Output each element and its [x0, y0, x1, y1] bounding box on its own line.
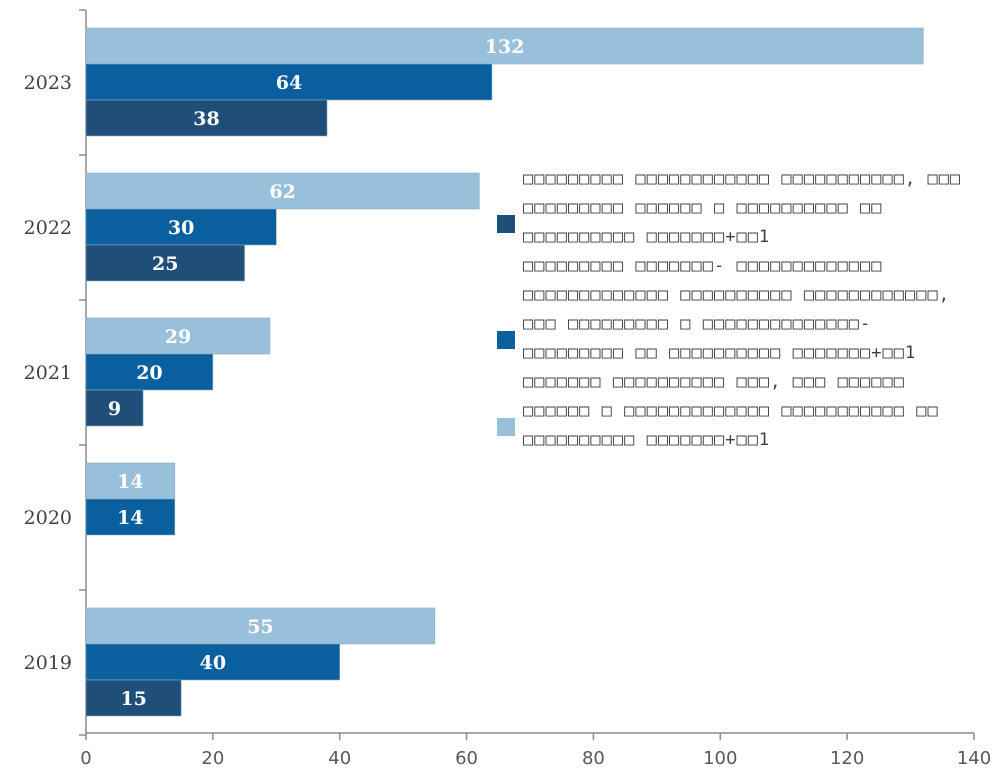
x-tick-label: 120 [830, 748, 864, 769]
y-tick-label: 2023 [24, 72, 72, 94]
data-label-2023-series-2: 64 [276, 72, 302, 94]
bar-2020-series-2 [85, 498, 176, 536]
legend-label-series-1: □□□□□□□□□ □□□□□□□□□□□□ □□□□□□□□□□□, □□□ … [523, 169, 973, 247]
legend-label-series-2: □□□□□□□□□ □□□□□□□- □□□□□□□□□□□□□ □□□□□□□… [523, 256, 962, 363]
data-label-2021-series-2: 20 [136, 362, 162, 384]
legend-swatch-series-3 [497, 418, 515, 436]
bar-2023-series-1 [85, 99, 328, 137]
data-label-2021-series-1: 9 [108, 398, 121, 420]
legend-label-series-3: □□□□□□□ □□□□□□□□□□ □□□, □□□ □□□□□□ □□□□□… [523, 372, 950, 450]
data-label-2023-series-3: 132 [485, 36, 525, 58]
bar-2023-series-3 [85, 27, 924, 65]
data-label-2022-series-1: 25 [152, 253, 178, 275]
y-tick-label: 2019 [24, 652, 72, 674]
legend-item-series-3: □□□□□□□ □□□□□□□□□□ □□□, □□□ □□□□□□ □□□□□… [497, 368, 977, 455]
x-tick-label: 20 [201, 748, 224, 769]
x-tick-label: 60 [455, 748, 478, 769]
bar-2022-series-2 [85, 208, 277, 246]
x-tick-label: 40 [328, 748, 351, 769]
bar-2019-series-3 [85, 607, 436, 645]
axes: 0 20 40 60 80 100 120 140 2023 2022 2021 2020 2019 [24, 9, 991, 769]
y-tick-label: 2022 [24, 217, 72, 239]
bar-2019-series-1 [85, 679, 182, 717]
data-label-2023-series-1: 38 [193, 108, 219, 130]
bar-2022-series-1 [85, 244, 245, 282]
bar-2021-series-1 [85, 389, 144, 427]
bars [85, 27, 924, 717]
x-tick-label: 100 [703, 748, 737, 769]
bar-2022-series-3 [85, 172, 480, 210]
y-tick-label: 2021 [24, 362, 72, 384]
x-tick-label: 0 [80, 748, 91, 769]
data-label-2019-series-2: 40 [200, 652, 226, 674]
data-label-2022-series-2: 30 [168, 217, 194, 239]
x-tick-label: 140 [957, 748, 991, 769]
data-label-2020-series-3: 14 [117, 471, 143, 493]
legend-swatch-series-1 [497, 215, 515, 233]
bar-2019-series-2 [85, 643, 341, 681]
data-label-2022-series-3: 62 [269, 181, 295, 203]
legend-item-series-2: □□□□□□□□□ □□□□□□□- □□□□□□□□□□□□□ □□□□□□□… [497, 252, 977, 368]
legend-swatch-series-2 [497, 331, 515, 349]
bar-2021-series-2 [85, 353, 214, 391]
data-label-2021-series-3: 29 [165, 326, 191, 348]
data-label-2020-series-2: 14 [117, 507, 143, 529]
y-tick-label: 2020 [24, 507, 72, 529]
x-tick-label: 80 [582, 748, 605, 769]
bar-2020-series-3 [85, 462, 176, 500]
bar-2021-series-3 [85, 317, 271, 355]
chart-legend: □□□□□□□□□ □□□□□□□□□□□□ □□□□□□□□□□□, □□□ … [497, 165, 977, 455]
data-label-2019-series-1: 15 [120, 688, 146, 710]
data-label-2019-series-3: 55 [247, 616, 273, 638]
legend-item-series-1: □□□□□□□□□ □□□□□□□□□□□□ □□□□□□□□□□□, □□□ … [497, 165, 977, 252]
